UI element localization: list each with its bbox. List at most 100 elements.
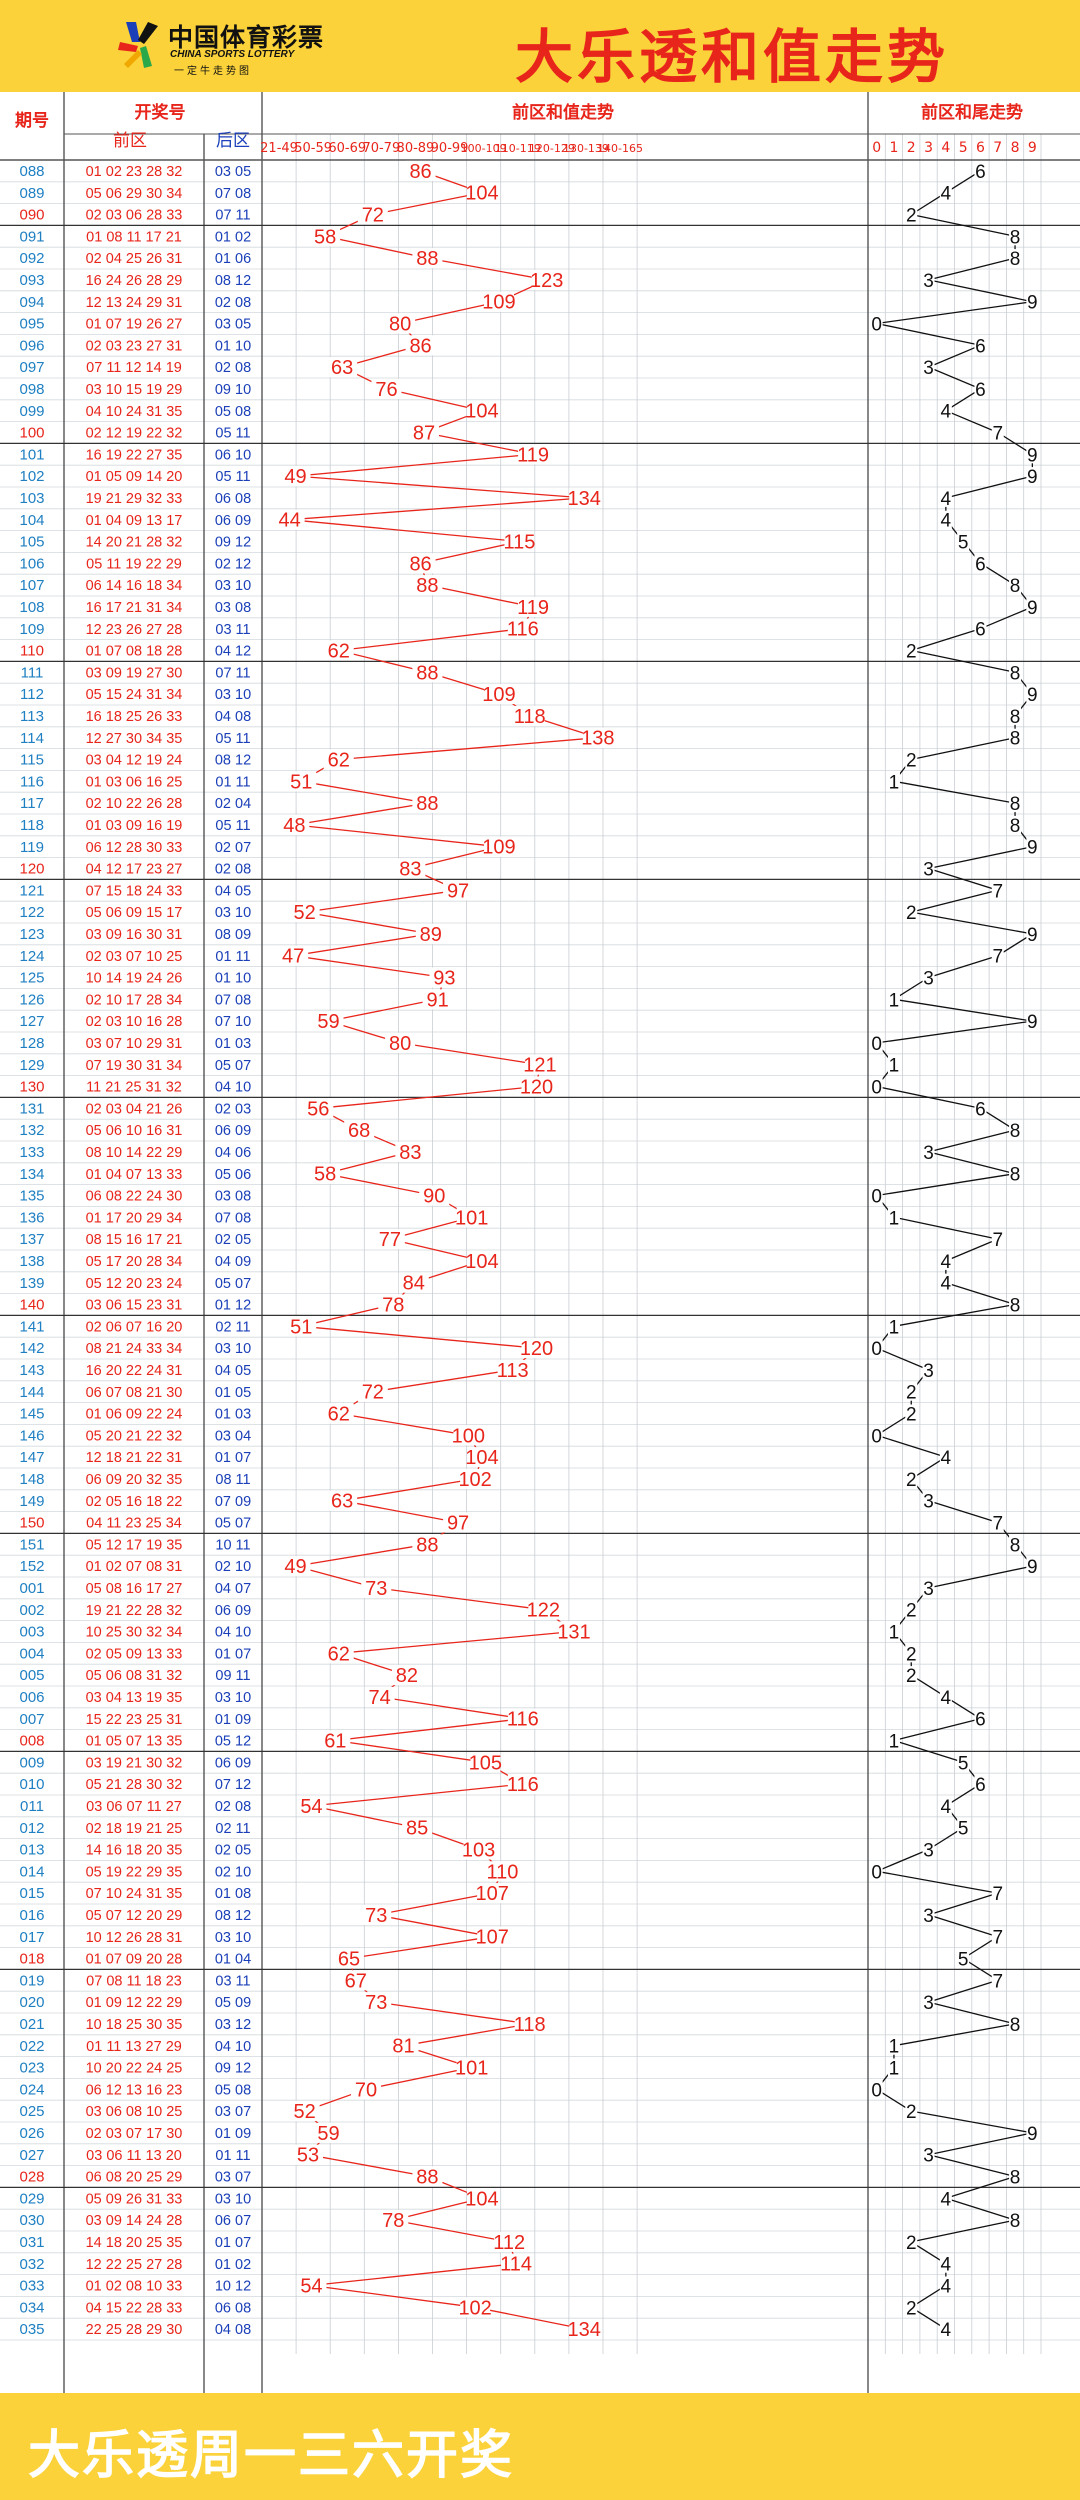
- issue-number: 141: [19, 1318, 44, 1335]
- sum-value-label: 93: [433, 968, 455, 990]
- issue-number: 148: [19, 1471, 44, 1488]
- sum-label-backdrop: [460, 2297, 491, 2318]
- front-numbers: 04 10 24 31 35: [86, 404, 183, 420]
- front-numbers: 06 12 28 30 33: [86, 840, 183, 856]
- issue-number: 112: [20, 686, 44, 703]
- sum-label-backdrop: [402, 1817, 433, 1838]
- draw-column-header: 开奖号: [135, 102, 186, 123]
- sum-value-label: 131: [557, 1622, 590, 1644]
- sum-label-backdrop: [497, 1359, 528, 1380]
- issue-number: 095: [19, 316, 44, 333]
- sum-value-label: 103: [462, 1840, 495, 1862]
- sum-value-label: 97: [447, 880, 469, 902]
- sum-value-label: 118: [514, 706, 546, 728]
- tail-label-backdrop: [974, 554, 987, 573]
- tail-value-label: 4: [941, 184, 952, 205]
- issue-number: 145: [19, 1406, 44, 1423]
- front-numbers: 12 22 25 27 28: [86, 2257, 183, 2273]
- tail-value-label: 8: [1010, 794, 1021, 815]
- tail-label-backdrop: [1009, 1121, 1022, 1140]
- sum-trend-segment: [403, 2023, 530, 2047]
- tail-label-backdrop: [1026, 685, 1039, 704]
- sum-label-backdrop: [313, 2122, 344, 2143]
- issue-number: 116: [20, 773, 44, 790]
- back-numbers: 01 06: [215, 251, 251, 267]
- sum-value-label: 77: [379, 1229, 401, 1251]
- tail-label-backdrop: [1009, 1295, 1022, 1314]
- sum-label-backdrop: [327, 1490, 358, 1511]
- tail-label-backdrop: [887, 990, 900, 1009]
- sum-label-backdrop: [323, 1643, 354, 1664]
- tail-trend-segment: [911, 2219, 1016, 2243]
- tail-trend-segment: [928, 366, 981, 390]
- sum-label-backdrop: [361, 1577, 392, 1598]
- back-numbers: 07 11: [215, 665, 250, 681]
- front-numbers: 06 08 20 25 29: [86, 2170, 183, 2186]
- front-zone-header: 前区: [113, 131, 147, 151]
- tail-label-backdrop: [905, 1469, 918, 1488]
- issue-number: 134: [19, 1166, 44, 1183]
- tail-value-label: 7: [992, 1928, 1003, 1949]
- sum-value-label: 104: [465, 1447, 498, 1469]
- back-numbers: 08 12: [215, 273, 251, 289]
- tail-label-backdrop: [939, 2254, 952, 2273]
- tail-label-backdrop: [870, 1033, 883, 1052]
- sum-value-label: 81: [392, 2036, 414, 2058]
- tail-value-label: 3: [923, 271, 934, 292]
- back-numbers: 09 10: [215, 382, 251, 398]
- sum-value-label: 83: [399, 1142, 421, 1164]
- sum-label-backdrop: [395, 858, 426, 879]
- sum-value-label: 116: [507, 1774, 539, 1796]
- sum-label-backdrop: [289, 902, 320, 923]
- sum-bin-label: 120-129: [529, 142, 575, 155]
- tail-label-backdrop: [1009, 1535, 1022, 1554]
- issue-number: 133: [19, 1144, 44, 1161]
- issue-number: 008: [19, 1733, 44, 1750]
- tail-digit-label: 5: [959, 140, 968, 156]
- sum-label-backdrop: [483, 684, 514, 705]
- sum-label-backdrop: [280, 1556, 311, 1577]
- tail-value-label: 6: [975, 620, 986, 641]
- sum-value-label: 59: [317, 1011, 339, 1033]
- issue-number: 035: [19, 2321, 44, 2338]
- tail-value-label: 0: [871, 2080, 882, 2101]
- sum-label-backdrop: [364, 1686, 395, 1707]
- back-numbers: 03 08: [215, 1189, 251, 1205]
- issue-number: 143: [19, 1362, 44, 1379]
- sum-label-backdrop: [470, 1752, 501, 1773]
- sum-trend-header: 前区和值走势: [512, 102, 614, 123]
- front-numbers: 05 06 10 16 31: [86, 1123, 183, 1139]
- back-numbers: 01 10: [215, 971, 251, 987]
- tail-trend-segment: [876, 322, 981, 346]
- back-numbers: 01 08: [215, 1886, 251, 1902]
- back-numbers: 03 10: [215, 1341, 251, 1357]
- issue-number: 011: [20, 1798, 44, 1815]
- back-numbers: 04 10: [215, 1080, 251, 1096]
- issue-number: 137: [19, 1231, 44, 1248]
- front-numbers: 02 03 23 27 31: [86, 338, 183, 354]
- tail-label-backdrop: [991, 881, 1004, 900]
- tail-label-backdrop: [1009, 249, 1022, 268]
- issue-number: 034: [19, 2299, 44, 2316]
- issue-number: 012: [19, 1820, 44, 1837]
- sum-label-backdrop: [487, 1861, 518, 1882]
- sum-trend-segment: [324, 1173, 435, 1197]
- back-numbers: 04 05: [215, 1363, 251, 1379]
- tail-value-label: 5: [958, 1950, 969, 1971]
- tail-value-label: 7: [992, 1971, 1003, 1992]
- sum-trend-segment: [318, 1085, 537, 1109]
- front-numbers: 03 06 07 11 27: [86, 1799, 182, 1815]
- sum-trend-segment: [393, 2219, 510, 2243]
- front-numbers: 19 21 29 32 33: [86, 491, 183, 507]
- sum-label-backdrop: [569, 2319, 600, 2340]
- front-numbers: 01 17 20 29 34: [86, 1210, 183, 1226]
- sum-value-label: 73: [365, 1905, 387, 1927]
- sum-trend-segment: [389, 1238, 483, 1262]
- sum-trend-segment: [311, 2284, 476, 2308]
- sum-value-label: 119: [517, 597, 549, 619]
- sum-label-backdrop: [507, 618, 538, 639]
- draw-rows: 088 01 02 23 28 32 03 05 089 05 06 29 30 34 0…: [19, 163, 251, 2338]
- back-numbers: 03 10: [215, 905, 251, 921]
- back-numbers: 01 03: [215, 1036, 251, 1052]
- back-numbers: 04 12: [215, 644, 251, 660]
